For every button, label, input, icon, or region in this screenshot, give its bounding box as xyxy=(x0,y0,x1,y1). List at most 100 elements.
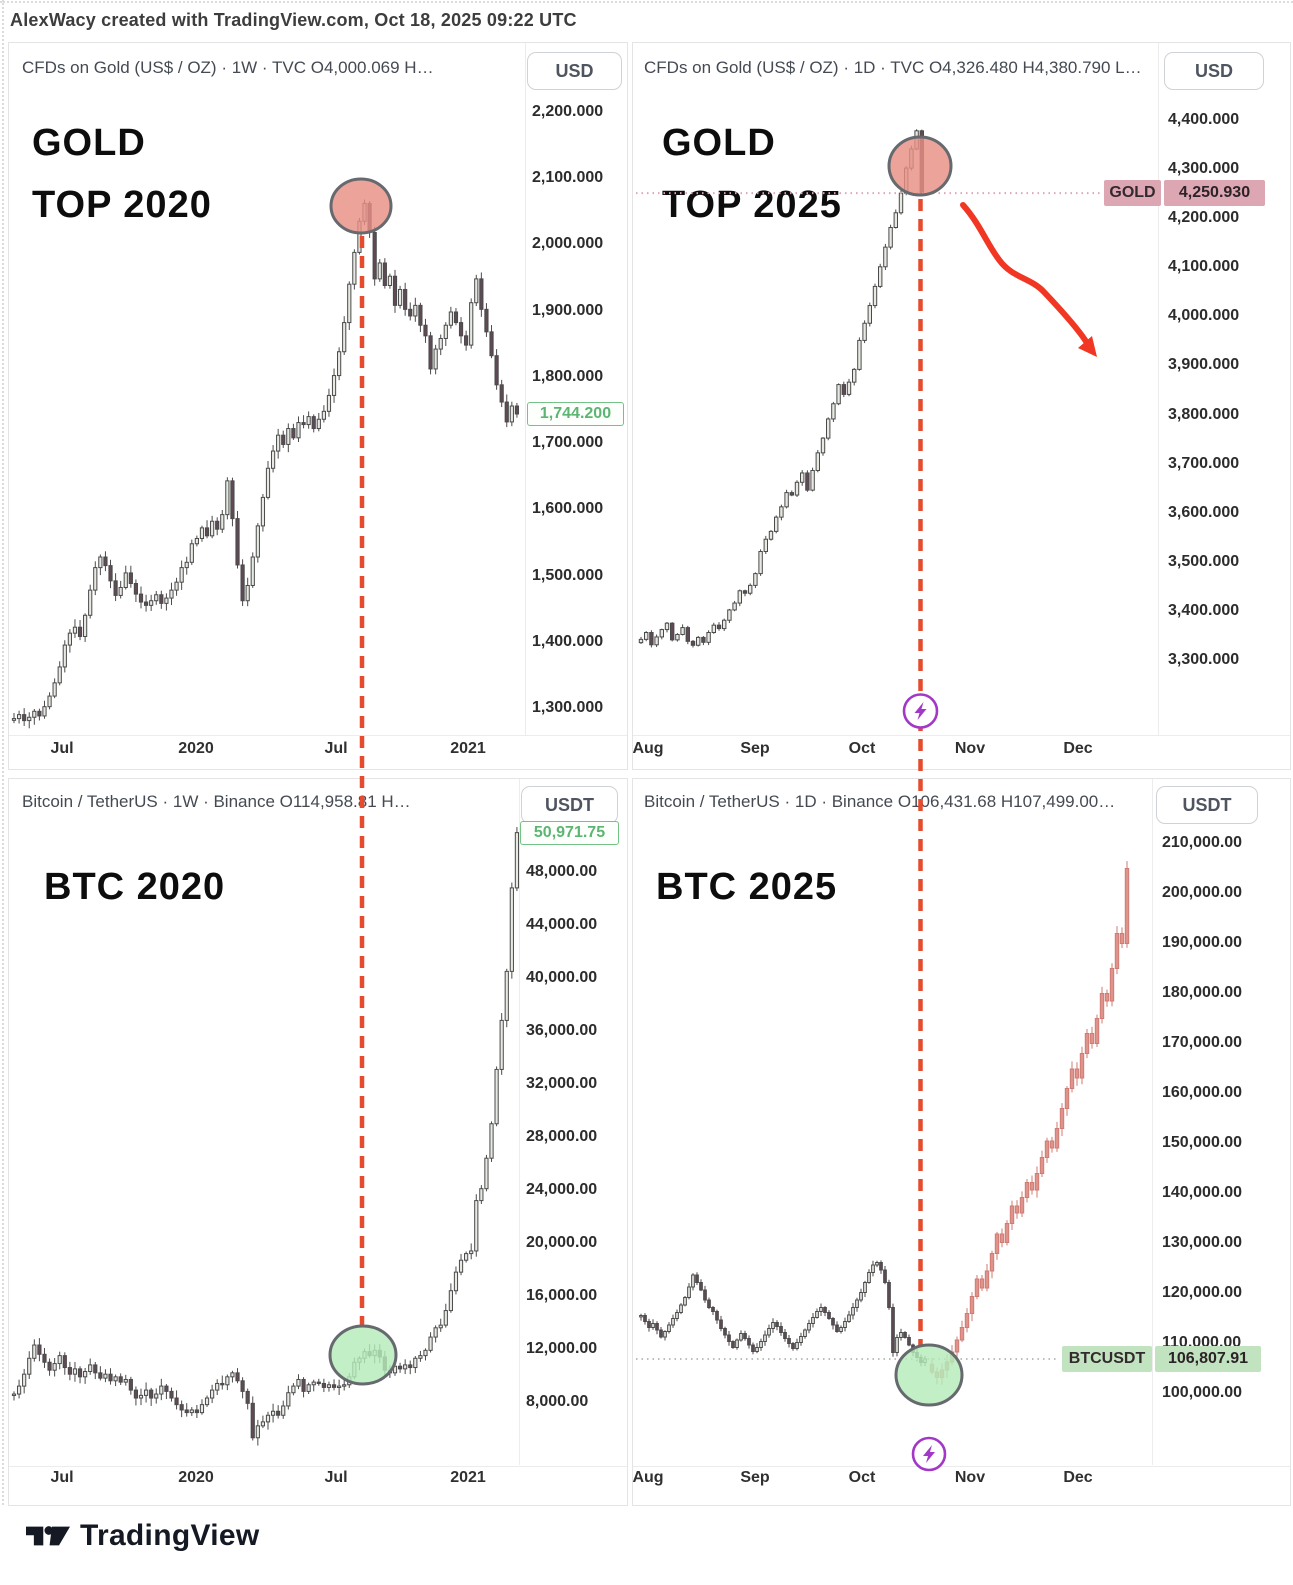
currency-button-usdt[interactable]: USDT xyxy=(521,786,618,824)
y-axis-tick: 1,800.000 xyxy=(532,367,604,385)
y-axis-tick: 4,100.000 xyxy=(1168,258,1240,276)
y-axis-tick: 120,000.00 xyxy=(1162,1284,1243,1301)
y-axis-tick: 160,000.00 xyxy=(1162,1084,1243,1101)
x-axis-tick: Sep xyxy=(740,1469,770,1486)
y-axis-tick: 48,000.00 xyxy=(526,863,598,880)
y-axis-tick: 3,400.000 xyxy=(1168,601,1240,619)
label-line: GOLD xyxy=(32,122,146,164)
page-border-top xyxy=(0,1,1293,3)
x-axis-tick: Nov xyxy=(954,740,986,757)
axis-divider xyxy=(9,735,627,736)
last-price-tag: 1,744.200 xyxy=(527,401,624,426)
x-axis-tick: Oct xyxy=(848,740,876,757)
x-axis-tick: Dec xyxy=(1063,740,1093,757)
x-axis-tick: Jul xyxy=(324,740,348,757)
y-axis-tick: 180,000.00 xyxy=(1162,984,1243,1001)
y-axis-tick: 40,000.00 xyxy=(526,969,598,986)
chart-title-gold-weekly: CFDs on Gold (US$ / OZ) · 1W · TVC O4,00… xyxy=(22,58,434,77)
x-axis-tick: Dec xyxy=(1063,1469,1093,1486)
page-border-left xyxy=(2,0,4,1505)
y-axis-tick: 190,000.00 xyxy=(1162,934,1243,951)
y-axis-tick: 28,000.00 xyxy=(526,1128,598,1145)
price-tag-symbol: GOLD xyxy=(1104,180,1161,207)
y-axis-tick: 1,500.000 xyxy=(532,566,604,584)
y-axis-tick: 32,000.00 xyxy=(526,1075,598,1092)
x-axis-tick: Nov xyxy=(954,1469,986,1486)
credit-line: AlexWacy created with TradingView.com, O… xyxy=(10,10,577,30)
axis-divider xyxy=(633,1466,1290,1467)
x-axis-tick: 2021 xyxy=(450,740,486,757)
tradingview-brand-text: TradingView xyxy=(80,1519,260,1552)
y-axis-tick: 20,000.00 xyxy=(526,1234,598,1251)
y-axis-tick: 8,000.00 xyxy=(526,1393,589,1410)
y-axis-tick: 4,000.000 xyxy=(1168,307,1240,325)
price-tag-symbol: BTCUSDT xyxy=(1062,1345,1152,1372)
x-axis-tick: Jul xyxy=(50,1469,74,1486)
x-axis-tick: Oct xyxy=(848,1469,876,1486)
chart-title-gold-daily: CFDs on Gold (US$ / OZ) · 1D · TVC O4,32… xyxy=(644,58,1142,77)
currency-button-usdt[interactable]: USDT xyxy=(1156,786,1258,824)
y-axis-tick: 16,000.00 xyxy=(526,1287,598,1304)
y-axis-tick: 1,400.000 xyxy=(532,632,604,650)
panel-gold-daily xyxy=(632,42,1291,770)
chart-title-btc-daily: Bitcoin / TetherUS · 1D · Binance O106,4… xyxy=(644,792,1116,811)
label-line: TOP 2025 xyxy=(662,184,842,226)
y-axis-tick: 3,800.000 xyxy=(1168,405,1240,423)
y-axis-tick: 210,000.00 xyxy=(1162,834,1243,851)
label-line: BTC 2020 xyxy=(44,866,226,908)
panel-btc-weekly xyxy=(8,778,628,1506)
currency-button-usd[interactable]: USD xyxy=(527,52,622,90)
y-axis-tick: 2,200.000 xyxy=(532,103,604,120)
label-gold-top-2020: GOLD TOP 2020 xyxy=(32,112,212,236)
axis-divider xyxy=(525,43,526,735)
x-axis-tick: Aug xyxy=(632,740,664,757)
x-axis-tick: 2020 xyxy=(178,740,214,757)
x-axis-tick: Jul xyxy=(324,1469,348,1486)
axis-divider xyxy=(633,735,1290,736)
y-axis-tick: 4,400.000 xyxy=(1168,111,1240,128)
y-axis-tick: 150,000.00 xyxy=(1162,1134,1243,1151)
y-axis-tick: 12,000.00 xyxy=(526,1340,598,1357)
y-axis-tick: 44,000.00 xyxy=(526,916,598,933)
y-axis-tick: 4,200.000 xyxy=(1168,209,1240,227)
axis-divider xyxy=(9,1466,627,1467)
price-tag-value: 4,250.930 xyxy=(1164,180,1265,207)
currency-button-usd[interactable]: USD xyxy=(1164,52,1264,90)
panel-gold-weekly xyxy=(8,42,628,770)
y-axis-tick: 170,000.00 xyxy=(1162,1034,1243,1051)
y-axis-tick: 3,500.000 xyxy=(1168,552,1240,570)
y-axis-tick: 1,300.000 xyxy=(532,699,604,716)
y-axis-tick: 1,900.000 xyxy=(532,301,604,319)
axis-divider xyxy=(519,779,520,1465)
y-axis-tick: 200,000.00 xyxy=(1162,884,1243,901)
y-axis-tick: 1,600.000 xyxy=(532,500,604,518)
y-axis-tick: 36,000.00 xyxy=(526,1022,598,1039)
last-price-tag: 50,971.75 xyxy=(520,820,619,845)
y-axis-tick: 1,700.000 xyxy=(532,434,604,452)
label-btc-2025: BTC 2025 xyxy=(656,856,837,918)
y-axis-tick: 3,900.000 xyxy=(1168,356,1240,374)
y-axis-tick: 3,700.000 xyxy=(1168,454,1240,472)
y-axis-tick: 3,300.000 xyxy=(1168,651,1240,668)
label-line: BTC 2025 xyxy=(656,866,838,908)
y-axis-tick: 100,000.00 xyxy=(1162,1384,1243,1401)
chart-title-btc-weekly: Bitcoin / TetherUS · 1W · Binance O114,9… xyxy=(22,792,411,811)
x-axis-tick: Jul xyxy=(50,740,74,757)
footer: TradingView xyxy=(26,1518,259,1554)
y-axis-tick: 24,000.00 xyxy=(526,1181,598,1198)
y-axis-tick: 3,600.000 xyxy=(1168,503,1240,521)
label-line: GOLD xyxy=(662,122,776,164)
x-axis-tick: 2021 xyxy=(450,1469,486,1486)
y-axis-tick: 130,000.00 xyxy=(1162,1234,1243,1251)
label-gold-top-2025: GOLD TOP 2025 xyxy=(662,112,842,236)
x-axis-tick: 2020 xyxy=(178,1469,214,1486)
label-line: TOP 2020 xyxy=(32,184,212,226)
label-btc-2020: BTC 2020 xyxy=(44,856,225,918)
y-axis-tick: 140,000.00 xyxy=(1162,1184,1243,1201)
tradingview-logo-icon xyxy=(26,1526,70,1546)
y-axis-tick: 2,000.000 xyxy=(532,235,604,253)
price-tag-value: 106,807.91 xyxy=(1155,1345,1261,1372)
y-axis-tick: 4,300.000 xyxy=(1168,160,1240,178)
axis-divider xyxy=(1158,43,1159,735)
x-axis-tick: Sep xyxy=(740,740,770,757)
